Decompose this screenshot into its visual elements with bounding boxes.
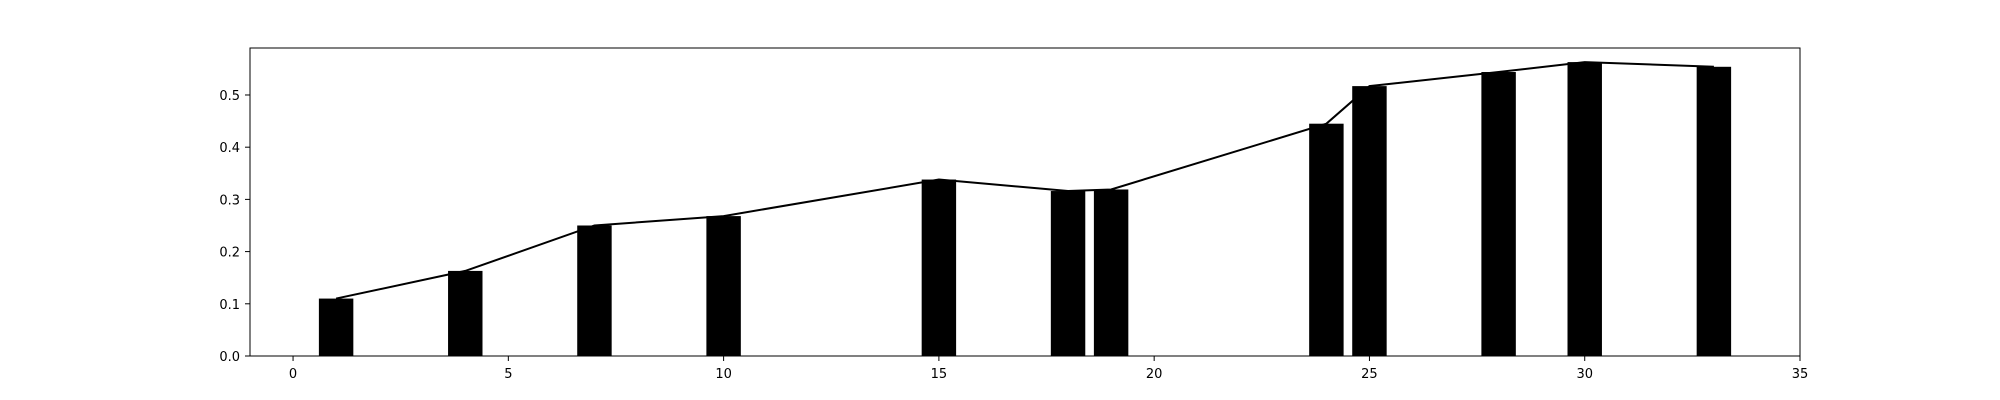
y-tick-label: 0.1 — [219, 298, 240, 313]
y-tick-label: 0.0 — [219, 350, 240, 365]
y-tick-label: 0.5 — [219, 89, 240, 104]
bar — [1093, 189, 1129, 356]
bar — [1309, 123, 1344, 356]
bar — [706, 216, 741, 356]
bar — [1481, 72, 1516, 357]
bar — [577, 225, 612, 356]
x-tick-label: 0 — [289, 367, 297, 382]
bar — [1050, 191, 1086, 356]
bar — [1696, 66, 1732, 357]
x-tick-label: 10 — [715, 367, 732, 382]
bar — [1352, 86, 1387, 357]
x-tick-label: 5 — [504, 367, 512, 382]
x-tick-label: 20 — [1146, 367, 1163, 382]
y-axis: 0.0 0.1 0.2 0.3 0.4 0.5 — [219, 89, 250, 365]
y-tick-label: 0.3 — [219, 193, 240, 208]
plot-frame — [249, 47, 1801, 357]
y-tick-label: 0.4 — [219, 141, 240, 156]
line-layer — [335, 61, 1714, 300]
bar — [448, 270, 483, 356]
x-tick-label: 35 — [1792, 367, 1809, 382]
x-tick-label: 15 — [931, 367, 948, 382]
series-line — [335, 61, 1714, 300]
bar — [921, 179, 957, 356]
bars-layer — [318, 62, 1732, 357]
bar — [318, 298, 354, 356]
y-tick-label: 0.2 — [219, 246, 240, 261]
x-axis: 0 5 10 15 20 25 30 35 — [289, 356, 1808, 382]
x-tick-label: 30 — [1576, 367, 1593, 382]
bar — [1567, 62, 1602, 357]
x-tick-label: 25 — [1361, 367, 1378, 382]
